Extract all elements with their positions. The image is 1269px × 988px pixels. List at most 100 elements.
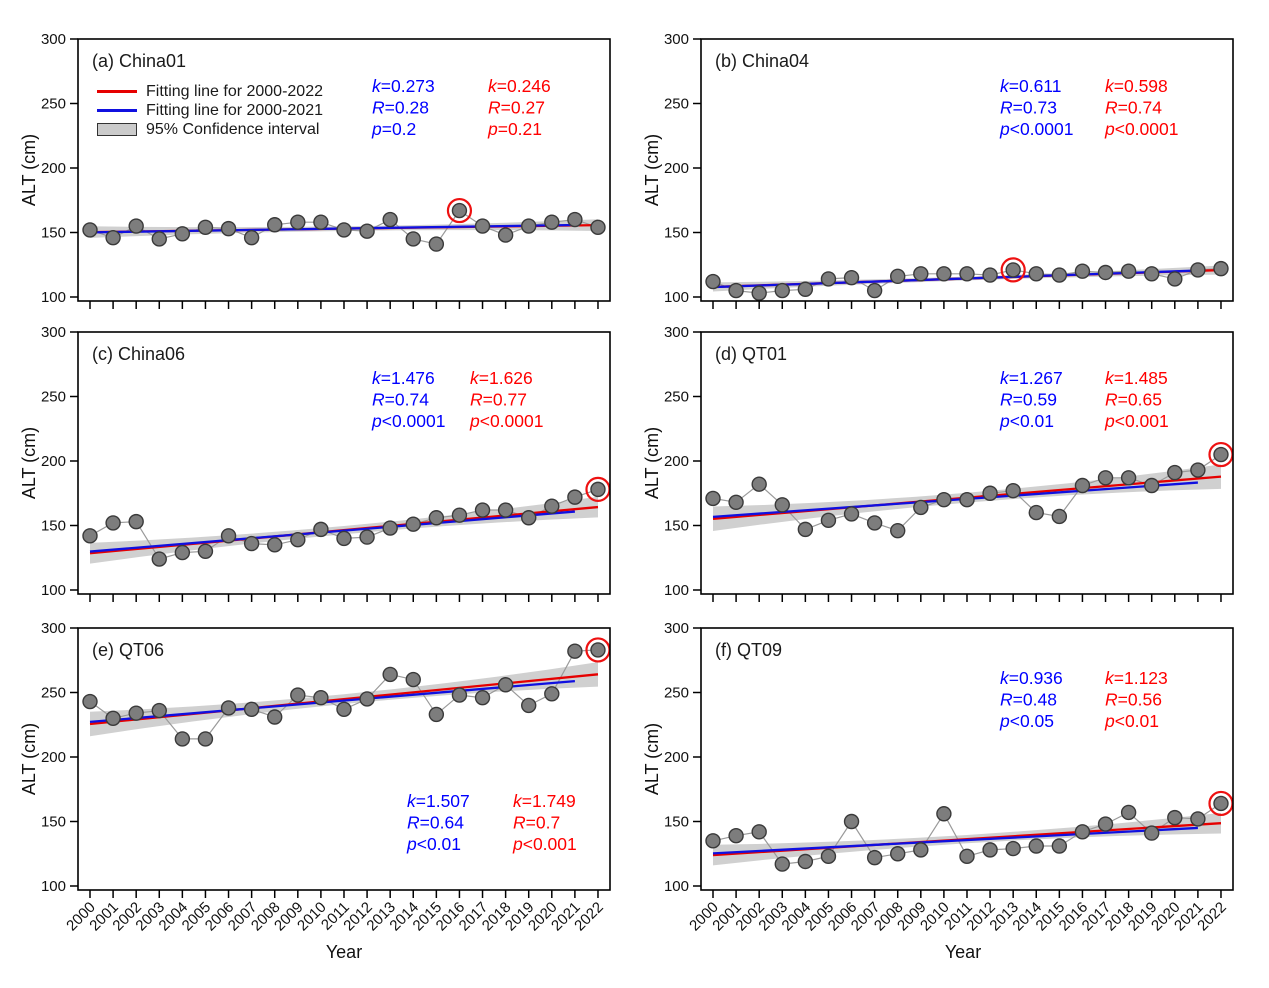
data-point-2006 bbox=[220, 700, 237, 716]
data-point-2007 bbox=[243, 229, 260, 246]
data-point-2019 bbox=[1144, 477, 1160, 494]
data-point-2015 bbox=[1051, 838, 1068, 854]
data-point-2001 bbox=[728, 282, 744, 299]
data-point-2001 bbox=[105, 515, 121, 531]
data-point-2013 bbox=[1005, 840, 1021, 857]
panel-b-title: (b) China04 bbox=[715, 51, 810, 71]
stats-red-line-1: R=0.56 bbox=[1105, 690, 1162, 710]
data-point-2022 bbox=[590, 219, 606, 236]
panel-c-title: (c) China06 bbox=[92, 344, 186, 364]
data-point-2006 bbox=[843, 269, 860, 286]
data-point-2018 bbox=[1120, 263, 1137, 279]
data-point-2009 bbox=[913, 499, 929, 516]
data-point-2018 bbox=[1120, 804, 1137, 821]
data-point-2022 bbox=[590, 481, 606, 498]
y-tick-label: 200 bbox=[664, 160, 689, 177]
data-point-2006 bbox=[843, 813, 860, 830]
stats-blue-line-1: R=0.74 bbox=[372, 390, 429, 410]
y-tick-label: 250 bbox=[41, 96, 66, 113]
data-point-2009 bbox=[290, 214, 306, 230]
data-point-2020 bbox=[1167, 271, 1183, 287]
stats-blue-line-2: p<0.0001 bbox=[371, 411, 445, 431]
data-point-2012 bbox=[982, 842, 998, 858]
data-point-2017 bbox=[1097, 470, 1114, 486]
y-tick-label: 150 bbox=[41, 518, 66, 535]
data-point-2005 bbox=[197, 731, 214, 747]
data-point-2009 bbox=[290, 687, 306, 703]
data-point-2000 bbox=[82, 693, 98, 710]
data-point-2012 bbox=[359, 223, 375, 239]
data-point-2019 bbox=[521, 697, 537, 714]
stats-red-line-2: p<0.001 bbox=[1104, 411, 1169, 431]
y-tick-label: 300 bbox=[41, 324, 66, 341]
stats-red-line-2: p=0.21 bbox=[487, 119, 542, 139]
legend-label-ci: 95% Confidence interval bbox=[146, 120, 320, 138]
y-axis-label-f: ALT (cm) bbox=[642, 722, 662, 796]
stats-blue-line-2: p<0.01 bbox=[999, 411, 1054, 431]
data-point-2021 bbox=[567, 211, 583, 228]
data-point-2002 bbox=[128, 218, 144, 234]
data-point-2016 bbox=[1074, 477, 1091, 494]
stats-blue-line-0: k=1.476 bbox=[372, 368, 435, 388]
data-point-2020 bbox=[544, 214, 560, 230]
y-tick-label: 100 bbox=[664, 878, 689, 895]
data-point-2000 bbox=[82, 528, 98, 544]
data-point-2010 bbox=[936, 806, 952, 822]
data-point-2005 bbox=[820, 512, 837, 529]
data-point-2015 bbox=[428, 236, 445, 252]
data-point-2006 bbox=[220, 220, 237, 237]
stats-red-line-0: k=1.626 bbox=[470, 368, 533, 388]
y-tick-label: 300 bbox=[664, 324, 689, 341]
data-point-2008 bbox=[890, 846, 906, 862]
data-point-2010 bbox=[936, 492, 952, 508]
stats-red-line-1: R=0.77 bbox=[470, 390, 527, 410]
panel-c: 300250200150100k=1.476R=0.74p<0.0001k=1.… bbox=[41, 324, 611, 602]
data-point-2011 bbox=[336, 530, 352, 547]
data-point-2019 bbox=[521, 510, 537, 526]
data-point-2005 bbox=[820, 848, 837, 865]
stats-red-line-0: k=1.123 bbox=[1105, 668, 1168, 688]
data-point-2009 bbox=[913, 266, 929, 282]
data-point-2003 bbox=[774, 282, 790, 299]
stats-red-line-1: R=0.27 bbox=[488, 98, 545, 118]
data-point-2006 bbox=[843, 506, 860, 522]
data-point-2009 bbox=[913, 842, 929, 858]
data-point-2016 bbox=[451, 507, 468, 523]
y-tick-label: 100 bbox=[664, 582, 689, 599]
panel-d-title: (d) QT01 bbox=[715, 344, 788, 364]
data-point-2010 bbox=[313, 689, 329, 706]
data-point-2005 bbox=[197, 543, 214, 559]
data-point-2014 bbox=[1028, 266, 1044, 282]
stats-red-line-1: R=0.74 bbox=[1105, 98, 1162, 118]
y-tick-label: 200 bbox=[41, 749, 66, 766]
y-axis-label-e: ALT (cm) bbox=[19, 722, 39, 796]
y-tick-label: 150 bbox=[664, 814, 689, 831]
data-point-2018 bbox=[497, 677, 514, 693]
stats-red-line-2: p<0.0001 bbox=[1104, 119, 1178, 139]
data-point-2021 bbox=[1190, 262, 1206, 278]
data-point-2021 bbox=[567, 489, 583, 505]
data-point-2016 bbox=[1074, 824, 1091, 840]
data-point-2001 bbox=[105, 229, 121, 246]
data-point-2011 bbox=[959, 848, 975, 865]
y-tick-label: 250 bbox=[664, 685, 689, 702]
legend-label-red-fit: Fitting line for 2000-2022 bbox=[146, 82, 323, 100]
fit-line-2000-2021 bbox=[89, 510, 575, 553]
stats-red-line-0: k=0.598 bbox=[1105, 76, 1168, 96]
y-tick-label: 300 bbox=[664, 620, 689, 637]
data-point-2014 bbox=[1028, 838, 1044, 854]
red-fit-line-swatch bbox=[97, 90, 137, 93]
data-point-2021 bbox=[1190, 462, 1206, 478]
stats-blue-line-2: p<0.01 bbox=[406, 834, 461, 854]
data-point-2015 bbox=[1051, 267, 1068, 283]
y-tick-label: 250 bbox=[664, 389, 689, 406]
data-point-2013 bbox=[1005, 482, 1021, 499]
data-point-2005 bbox=[197, 219, 214, 236]
data-point-2004 bbox=[797, 521, 814, 538]
data-point-2004 bbox=[797, 853, 814, 870]
fit-line-2000-2021 bbox=[712, 269, 1198, 289]
data-point-2022 bbox=[1213, 795, 1229, 812]
data-point-2016 bbox=[451, 687, 468, 703]
panel-a-title: (a) China01 bbox=[92, 51, 187, 71]
data-point-2001 bbox=[728, 494, 744, 510]
